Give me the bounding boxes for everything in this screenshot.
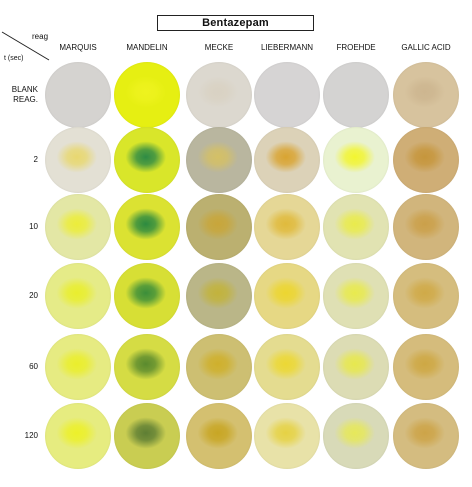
reagent-spot-dish xyxy=(114,127,180,193)
reagent-spot-dish xyxy=(393,263,459,329)
column-label: GALLIC ACID xyxy=(401,43,451,52)
reaction-color-spot xyxy=(189,406,249,466)
reaction-color-spot xyxy=(257,266,317,326)
reaction-color-spot xyxy=(117,406,177,466)
reagent-spot-dish xyxy=(323,334,389,400)
reaction-color-spot xyxy=(48,197,108,257)
reagent-spot-dish xyxy=(323,62,389,128)
reagent-spot-dish xyxy=(114,334,180,400)
reagent-spot-dish xyxy=(45,334,111,400)
reagent-spot-dish xyxy=(114,62,180,128)
reagent-spot-dish xyxy=(45,194,111,260)
row-label: 2 xyxy=(33,155,38,164)
reagent-spot-dish xyxy=(45,62,111,128)
reaction-color-spot xyxy=(326,197,386,257)
table-corner-header: reag t (sec) xyxy=(0,30,52,70)
column-label: MARQUIS xyxy=(59,43,97,52)
row-label: 120 xyxy=(24,431,38,440)
reaction-color-spot xyxy=(396,130,456,190)
column-label: MANDELIN xyxy=(126,43,168,52)
reagent-spot-dish xyxy=(186,62,252,128)
reagent-spot-dish xyxy=(393,403,459,469)
column-label: FROEHDE xyxy=(336,43,376,52)
reagent-spot-dish xyxy=(254,403,320,469)
reaction-color-spot xyxy=(117,266,177,326)
reaction-color-spot xyxy=(189,130,249,190)
row-header-time: t (sec) xyxy=(4,55,24,62)
reagent-spot-dish xyxy=(393,127,459,193)
reaction-color-spot xyxy=(396,406,456,466)
reaction-color-spot xyxy=(117,130,177,190)
reaction-color-spot xyxy=(189,266,249,326)
reagent-spot-dish xyxy=(45,403,111,469)
row-label: 10 xyxy=(29,222,38,231)
reaction-color-spot xyxy=(326,406,386,466)
reagent-spot-dish xyxy=(393,334,459,400)
reaction-color-spot xyxy=(326,266,386,326)
reagent-spot-dish xyxy=(114,403,180,469)
reaction-color-spot xyxy=(396,197,456,257)
reaction-color-spot xyxy=(189,65,249,125)
row-label: 20 xyxy=(29,291,38,300)
reaction-color-spot xyxy=(326,337,386,397)
reaction-color-spot xyxy=(117,197,177,257)
reagent-spot-dish xyxy=(254,194,320,260)
reaction-color-spot xyxy=(189,337,249,397)
reaction-color-spot xyxy=(48,406,108,466)
reaction-color-spot xyxy=(396,337,456,397)
reagent-spot-dish xyxy=(323,403,389,469)
reaction-color-spot xyxy=(257,406,317,466)
reagent-spot-dish xyxy=(393,62,459,128)
reagent-spot-dish xyxy=(45,263,111,329)
column-label: LIEBERMANN xyxy=(260,43,313,52)
reaction-color-spot xyxy=(257,65,317,125)
reaction-color-spot xyxy=(396,266,456,326)
column-label: MECKE xyxy=(204,43,234,52)
reagent-spot-dish xyxy=(323,263,389,329)
reagent-spot-dish xyxy=(114,194,180,260)
reagent-spot-dish xyxy=(186,127,252,193)
reagent-spot-dish xyxy=(254,263,320,329)
reaction-color-spot xyxy=(326,65,386,125)
reagent-spot-dish xyxy=(186,334,252,400)
reagent-spot-dish xyxy=(114,263,180,329)
page-title: Bentazepam xyxy=(157,15,314,31)
reaction-color-spot xyxy=(48,266,108,326)
reaction-color-spot xyxy=(189,197,249,257)
reagent-spot-dish xyxy=(186,263,252,329)
reaction-color-spot xyxy=(257,337,317,397)
row-label: 60 xyxy=(29,362,38,371)
reaction-color-spot xyxy=(48,130,108,190)
reagent-spot-dish xyxy=(393,194,459,260)
reaction-color-spot xyxy=(326,130,386,190)
reaction-color-spot xyxy=(48,337,108,397)
column-header-reag: reag xyxy=(32,32,49,41)
reaction-color-spot xyxy=(257,130,317,190)
reaction-color-spot xyxy=(257,197,317,257)
reaction-color-spot xyxy=(396,65,456,125)
reagent-spot-dish xyxy=(45,127,111,193)
reaction-color-spot xyxy=(117,337,177,397)
reagent-spot-dish xyxy=(323,127,389,193)
reagent-spot-dish xyxy=(186,403,252,469)
reaction-color-spot xyxy=(48,65,108,125)
reagent-spot-dish xyxy=(254,62,320,128)
reagent-spot-dish xyxy=(323,194,389,260)
reaction-color-spot xyxy=(117,65,177,125)
reagent-spot-dish xyxy=(186,194,252,260)
diagonal-divider xyxy=(1,31,50,61)
reagent-spot-dish xyxy=(254,127,320,193)
reagent-spot-dish xyxy=(254,334,320,400)
row-label: BLANK REAG. xyxy=(11,85,38,104)
